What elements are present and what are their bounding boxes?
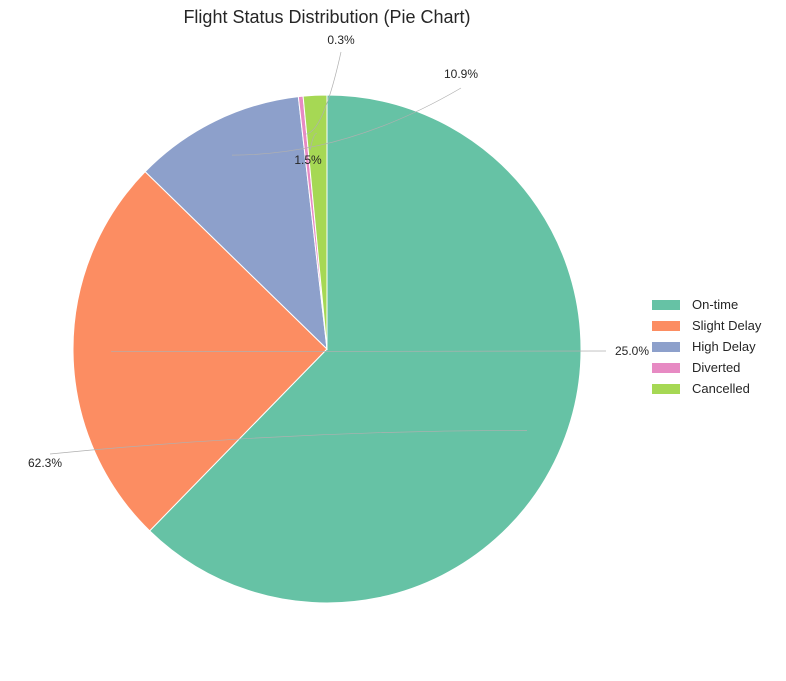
legend-label: Cancelled bbox=[692, 381, 750, 396]
leader-line bbox=[231, 87, 462, 156]
pie-slice-cancelled bbox=[302, 94, 328, 350]
slice-value-label: 1.5% bbox=[294, 153, 322, 167]
slice-value-label: 0.3% bbox=[327, 33, 355, 47]
leader-line bbox=[111, 350, 607, 353]
leader-line bbox=[304, 51, 342, 135]
label-leader-lines bbox=[49, 51, 607, 455]
leader-line bbox=[49, 430, 528, 455]
chart-legend: On-time Slight Delay High Delay Diverted Can… bbox=[652, 294, 761, 399]
legend-swatch bbox=[652, 320, 680, 331]
legend-item: On-time bbox=[652, 294, 761, 315]
legend-swatch bbox=[652, 362, 680, 373]
legend-item: High Delay bbox=[652, 336, 761, 357]
slice-value-label: 25.0% bbox=[615, 344, 649, 358]
pie-slice-high-delay bbox=[144, 96, 328, 351]
legend-label: Diverted bbox=[692, 360, 741, 375]
legend-label: High Delay bbox=[692, 339, 756, 354]
legend-item: Cancelled bbox=[652, 378, 761, 399]
pie-slice-on-time bbox=[148, 94, 582, 604]
slice-value-label: 62.3% bbox=[28, 456, 62, 470]
legend-swatch bbox=[652, 299, 680, 310]
legend-label: On-time bbox=[692, 297, 739, 312]
legend-swatch bbox=[652, 341, 680, 352]
legend-item: Slight Delay bbox=[652, 315, 761, 336]
chart-title: Flight Status Distribution (Pie Chart) bbox=[183, 7, 470, 27]
slice-value-label: 10.9% bbox=[444, 67, 478, 81]
legend-swatch bbox=[652, 383, 680, 394]
pie-slices bbox=[72, 94, 582, 604]
slice-value-labels: 62.3% 25.0% 10.9% 0.3% 1.5% bbox=[28, 33, 649, 470]
legend-item: Diverted bbox=[652, 357, 761, 378]
legend-label: Slight Delay bbox=[692, 318, 762, 333]
leader-line bbox=[309, 132, 317, 151]
